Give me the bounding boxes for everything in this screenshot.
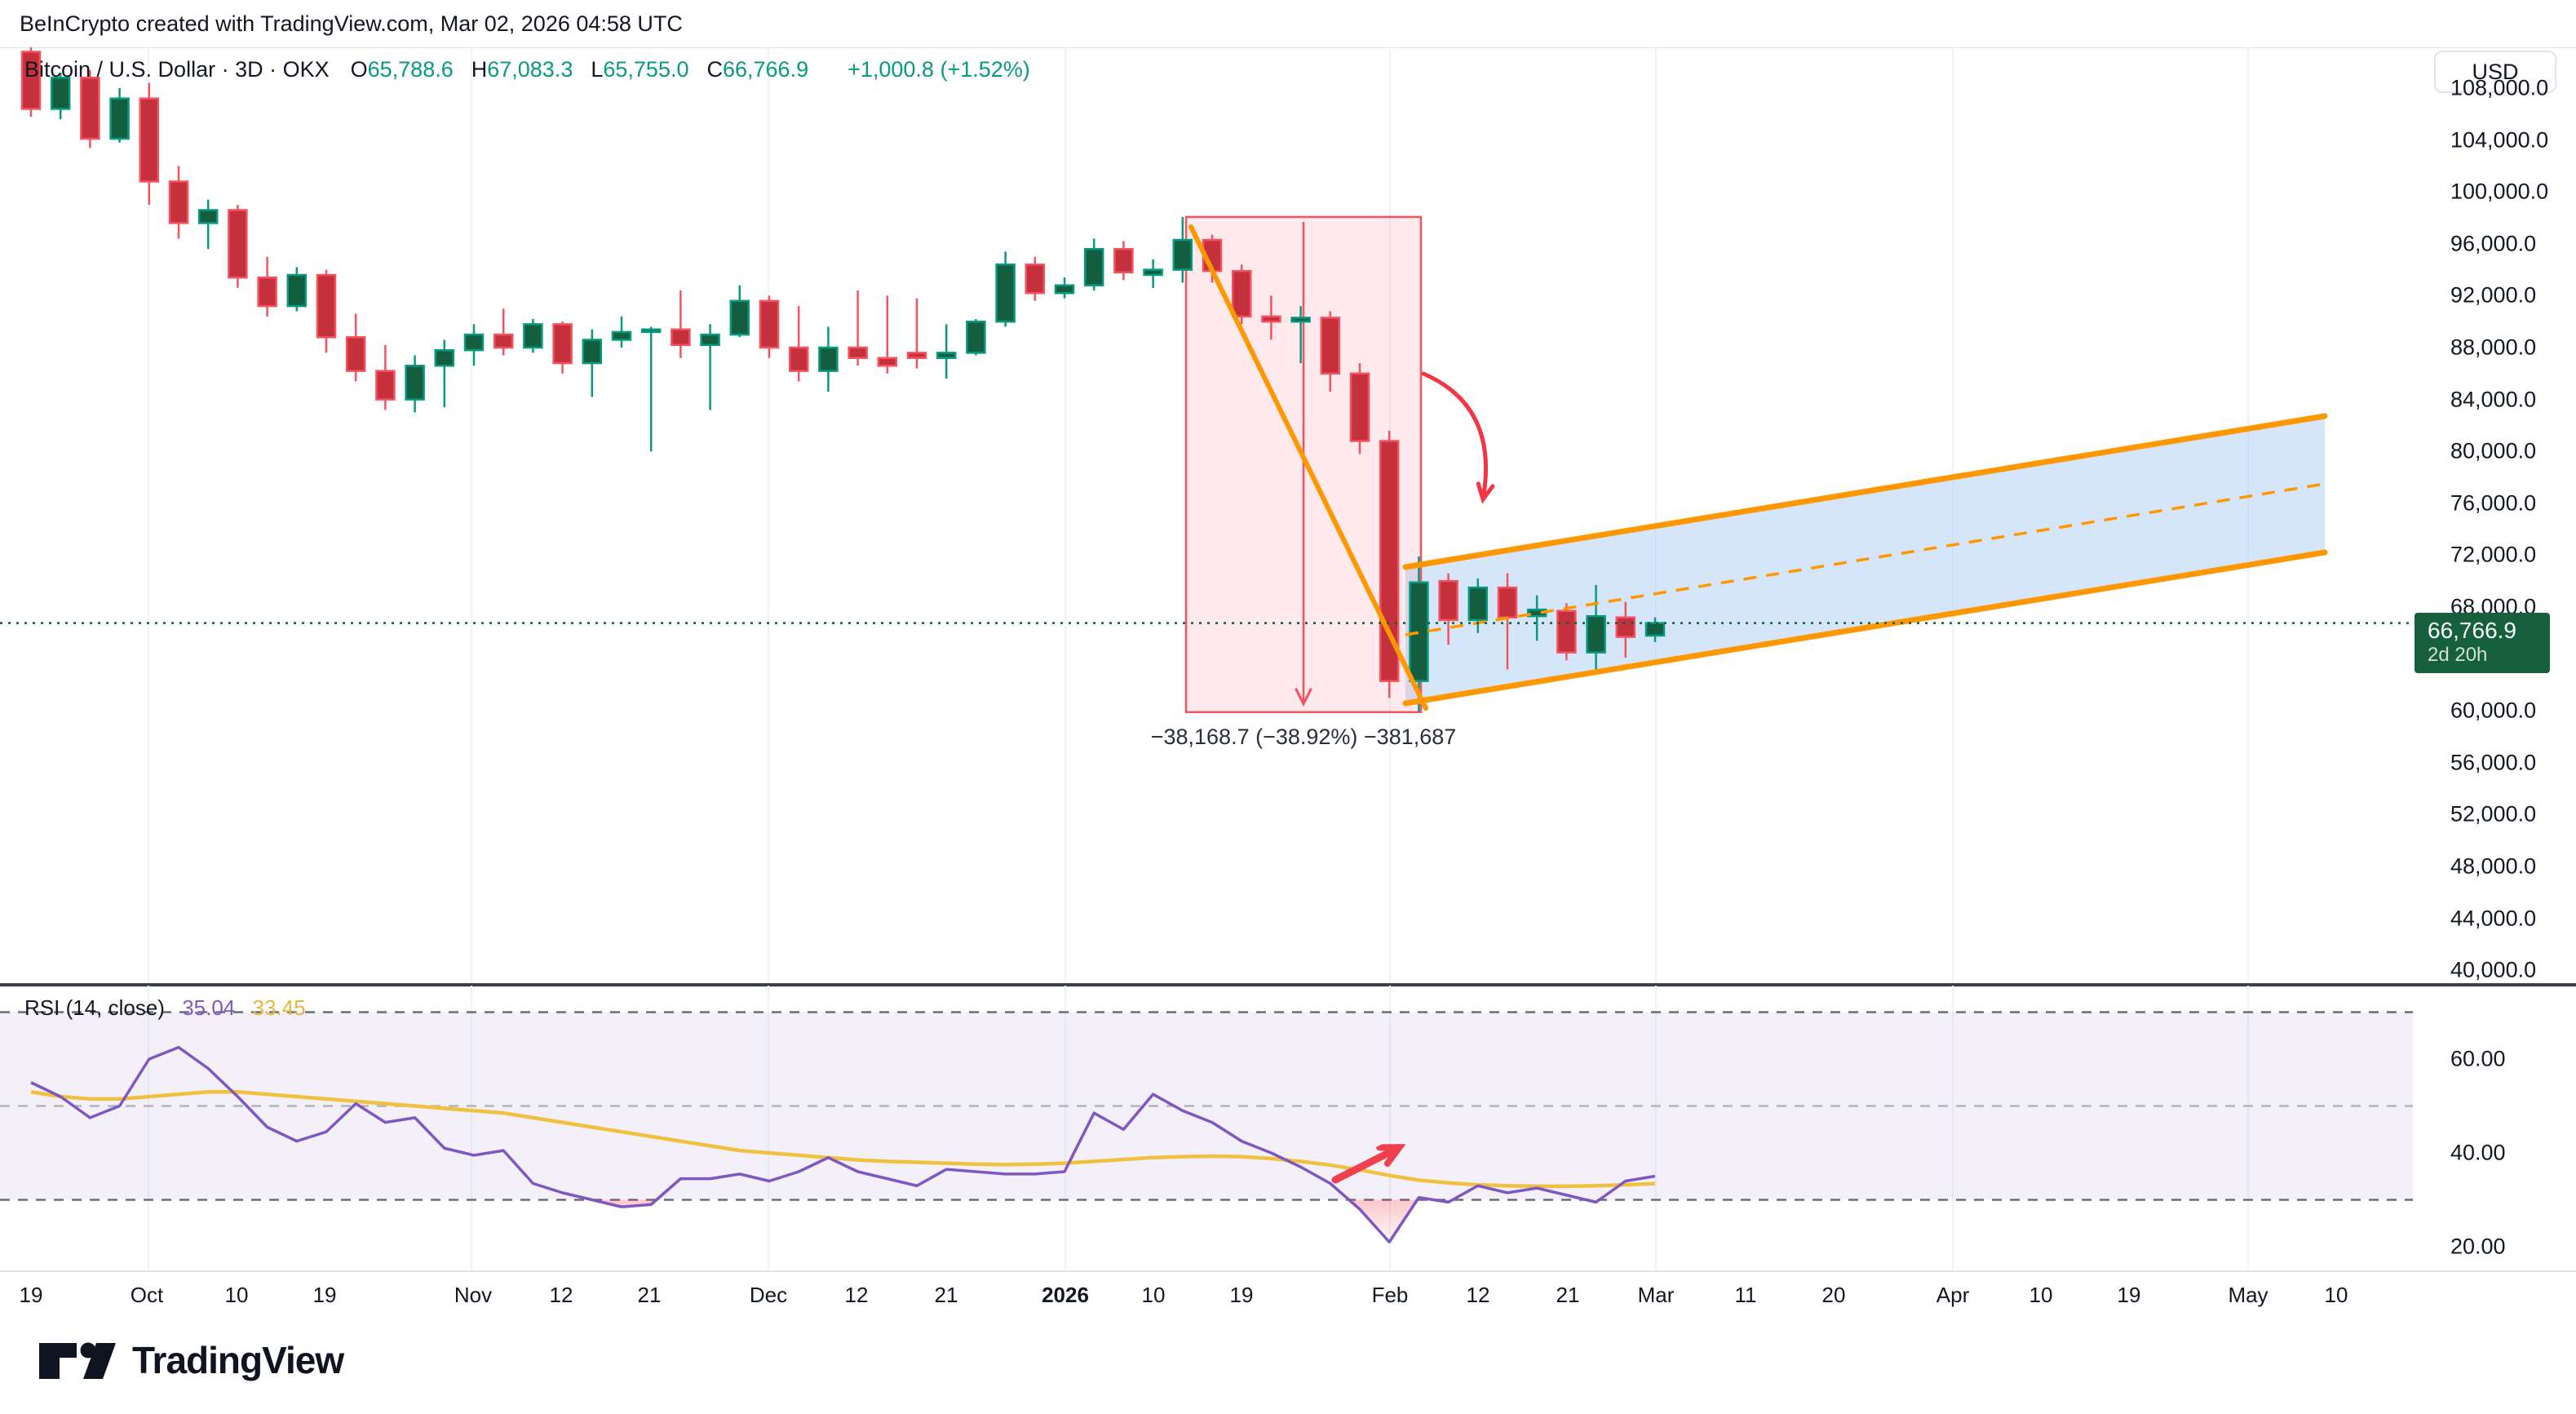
price-axis-label: 84,000.0	[2450, 387, 2537, 412]
time-axis-label: 12	[549, 1283, 573, 1307]
ohlc-item: C66,766.9	[706, 57, 809, 82]
time-axis-label: 19	[19, 1283, 43, 1307]
time-axis-label: 21	[1556, 1283, 1580, 1307]
time-axis-label: Dec	[749, 1283, 788, 1307]
ohlc-values: O65,788.6 H67,083.3 L65,755.0 C66,766.9	[351, 57, 826, 82]
last-price-value: 66,766.9	[2428, 618, 2516, 643]
rsi-axis-label: 60.00	[2450, 1046, 2506, 1071]
time-axis-label: 10	[2029, 1283, 2053, 1307]
price-axis-label: 52,000.0	[2450, 801, 2537, 827]
price-axis-label: 40,000.0	[2450, 957, 2537, 982]
measurement-label: −38,168.7 (−38.92%) −381,687	[1150, 725, 1457, 749]
price-axis-label: 92,000.0	[2450, 282, 2537, 308]
time-axis-label: 10	[224, 1283, 249, 1307]
time-axis-label: May	[2228, 1283, 2268, 1307]
time-axis-label: Oct	[130, 1283, 164, 1307]
currency-button[interactable]: USD	[2434, 51, 2556, 93]
ohlc-item: L65,755.0	[591, 57, 689, 82]
time-scale[interactable]: 19 Oct 10 19 Nov 12 21 Dec 12 21 2026 10 19 Feb 12 21 Ma…	[0, 1278, 2576, 1315]
time-axis-label: 21	[637, 1283, 662, 1307]
rsi-pane-canvas[interactable]	[0, 986, 2413, 1270]
price-axis-label: 100,000.0	[2450, 179, 2549, 204]
price-chart-canvas[interactable]	[0, 47, 2413, 983]
rsi-value: 35.04	[182, 995, 236, 1020]
chart-frame	[0, 47, 2576, 1414]
last-price-label: 66,766.9 2d 20h	[2414, 613, 2550, 673]
time-axis-label: 12	[1466, 1283, 1490, 1307]
time-axis-label: Apr	[1936, 1283, 1970, 1307]
price-axis-label: 44,000.0	[2450, 906, 2537, 931]
ohlc-item: O65,788.6	[350, 57, 454, 82]
ohlc-item: H67,083.3	[471, 57, 573, 82]
price-axis-label: 96,000.0	[2450, 231, 2537, 256]
symbol-legend[interactable]: Bitcoin / U.S. Dollar · 3D · OKX O65,788…	[24, 57, 1030, 82]
rsi-axis-label: 40.00	[2450, 1140, 2506, 1165]
time-axis-label: 19	[1229, 1283, 1254, 1307]
time-axis-label: 12	[844, 1283, 869, 1307]
attribution-text: BeInCrypto created with TradingView.com,…	[20, 11, 683, 36]
pane-divider[interactable]	[0, 983, 2576, 986]
time-axis-label: 20	[1821, 1283, 1846, 1307]
time-axis-label: 21	[934, 1283, 958, 1307]
rsi-legend[interactable]: RSI (14, close) 35.04 33.45	[24, 995, 306, 1021]
price-axis-label: 104,000.0	[2450, 127, 2549, 153]
bar-countdown: 2d 20h	[2428, 644, 2488, 667]
price-axis-label: 80,000.0	[2450, 438, 2537, 463]
time-axis-label: Feb	[1371, 1283, 1409, 1307]
time-axis-separator	[0, 1270, 2576, 1272]
symbol-title: Bitcoin / U.S. Dollar · 3D · OKX	[24, 57, 330, 82]
price-axis-label: 48,000.0	[2450, 853, 2537, 879]
price-axis-label: 108,000.0	[2450, 75, 2549, 100]
time-axis-label: 2026	[1042, 1283, 1089, 1307]
time-axis-label: 11	[1734, 1283, 1757, 1307]
rsi-ma-value: 33.45	[252, 995, 306, 1020]
rsi-title: RSI (14, close)	[24, 995, 165, 1020]
price-axis-label: 56,000.0	[2450, 750, 2537, 775]
change-value: +1,000.8 (+1.52%)	[848, 57, 1030, 82]
tradingview-logo[interactable]: TradingView	[38, 1336, 344, 1384]
time-axis-label: Mar	[1637, 1283, 1675, 1307]
rsi-axis-label: 20.00	[2450, 1234, 2506, 1259]
tradingview-wordmark: TradingView	[132, 1339, 344, 1381]
price-axis-label: 88,000.0	[2450, 335, 2537, 360]
time-axis-label: Nov	[454, 1283, 493, 1307]
price-axis-label: 72,000.0	[2450, 542, 2537, 567]
time-axis-label: 10	[1141, 1283, 1166, 1307]
price-axis-label: 76,000.0	[2450, 490, 2537, 516]
tradingview-mark-icon	[39, 1342, 116, 1379]
time-axis-label: 10	[2324, 1283, 2348, 1307]
time-axis-label: 19	[2117, 1283, 2141, 1307]
price-axis-label: 60,000.0	[2450, 698, 2537, 723]
time-axis-label: 19	[312, 1283, 337, 1307]
